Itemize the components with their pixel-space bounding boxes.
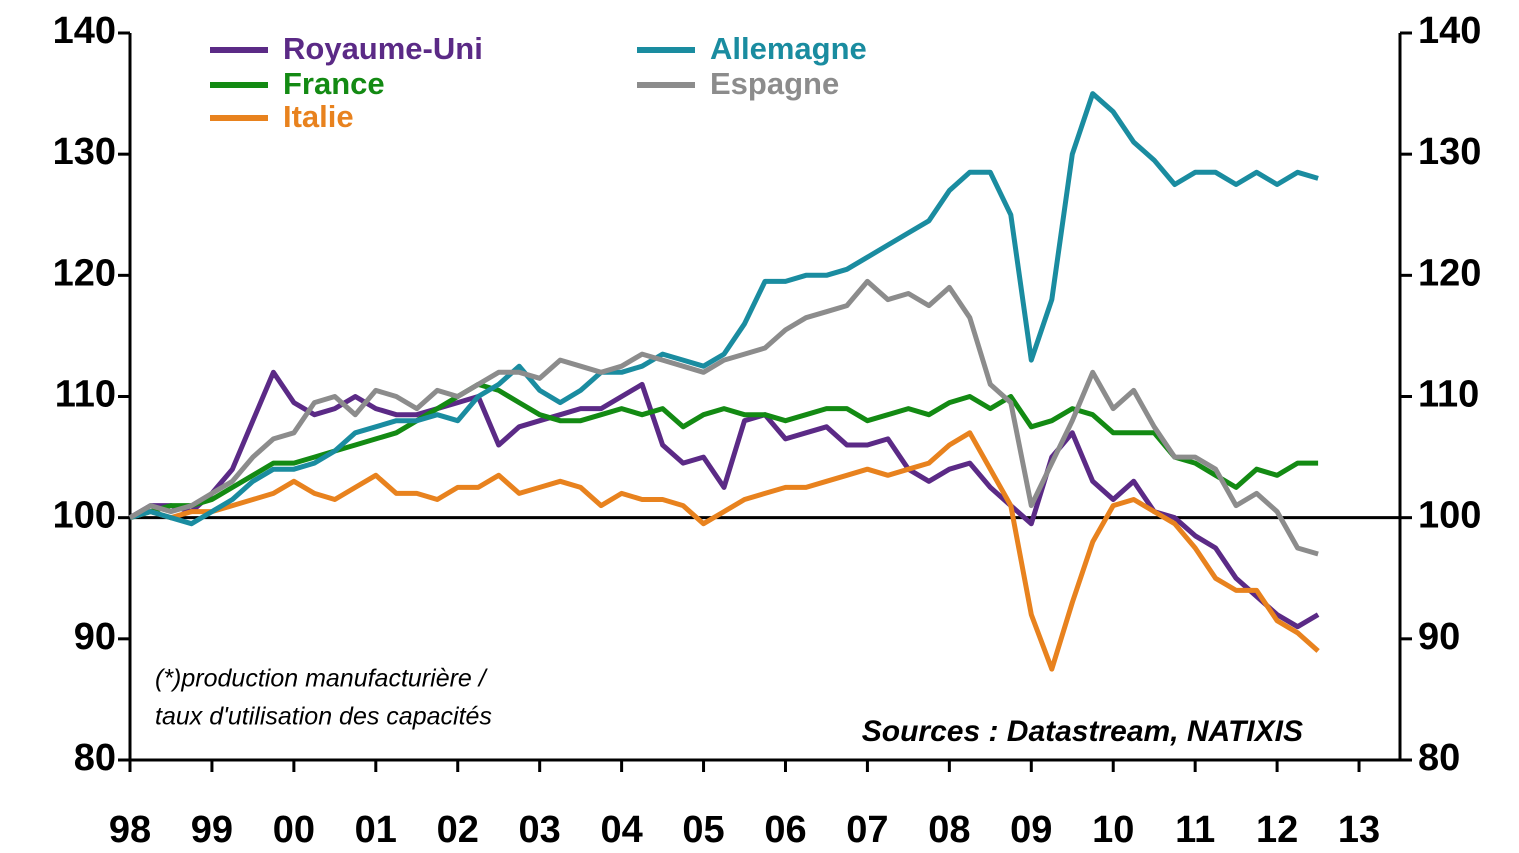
y2-tick-label: 140 xyxy=(1418,10,1481,52)
annotation: (*)production manufacturière / xyxy=(155,665,489,693)
x-tick-label: 99 xyxy=(191,809,233,851)
x-tick-label: 02 xyxy=(437,809,479,851)
y2-tick-label: 120 xyxy=(1418,252,1481,294)
source: Sources : Datastream, NATIXIS xyxy=(862,715,1303,748)
x-tick-label: 11 xyxy=(1175,809,1215,851)
x-tick-label: 08 xyxy=(928,809,970,851)
y-tick-label: 100 xyxy=(53,495,116,537)
series-line xyxy=(128,278,1319,557)
y2-tick-label: 100 xyxy=(1418,495,1481,537)
x-tick-label: 98 xyxy=(109,809,151,851)
x-tick-label: 05 xyxy=(682,809,724,851)
x-tick-label: 04 xyxy=(600,809,642,851)
legend-label: Allemagne xyxy=(710,31,867,66)
y2-tick-label: 110 xyxy=(1418,374,1479,416)
y2-tick-label: 80 xyxy=(1418,737,1460,779)
y-tick-label: 130 xyxy=(53,131,116,173)
y-tick-label: 90 xyxy=(74,616,116,658)
y-tick-label: 80 xyxy=(74,737,116,779)
series-line xyxy=(129,91,1319,527)
x-tick-label: 10 xyxy=(1092,809,1134,851)
x-tick-label: 00 xyxy=(273,809,315,851)
x-tick-label: 01 xyxy=(355,809,397,851)
y-tick-label: 140 xyxy=(53,10,116,52)
legend-label: Espagne xyxy=(710,66,839,101)
legend-label: France xyxy=(283,66,385,101)
series-line xyxy=(129,430,1320,672)
x-tick-label: 13 xyxy=(1338,809,1380,851)
x-tick-label: 12 xyxy=(1256,809,1298,851)
x-tick-label: 09 xyxy=(1010,809,1052,851)
legend-label: Italie xyxy=(283,99,354,134)
y2-tick-label: 90 xyxy=(1418,616,1460,658)
y-tick-label: 120 xyxy=(53,252,116,294)
x-tick-label: 03 xyxy=(519,809,561,851)
series-line xyxy=(128,369,1320,630)
legend-label: Royaume-Uni xyxy=(283,31,483,66)
x-tick-label: 07 xyxy=(846,809,888,851)
x-tick-label: 06 xyxy=(764,809,806,851)
annotation: taux d'utilisation des capacités xyxy=(155,703,492,731)
y2-tick-label: 130 xyxy=(1418,131,1481,173)
y-tick-label: 110 xyxy=(55,374,116,416)
